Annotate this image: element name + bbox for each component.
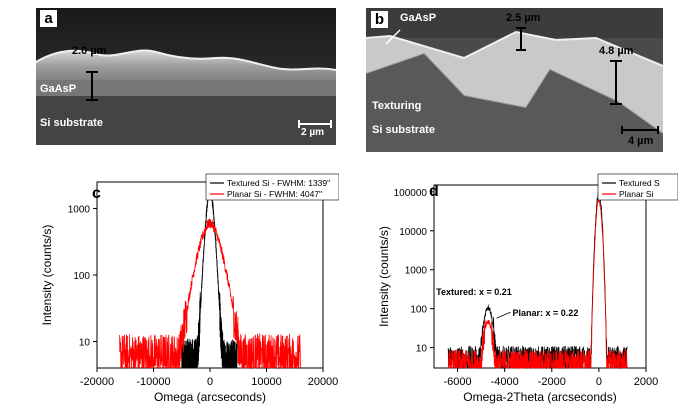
chart-d: -6000 -4000 -2000 0 2000 10 100 1000 10000 100000… — [377, 173, 678, 404]
x-tick-label: -2000 — [538, 376, 566, 388]
y-tick-label: 100000 — [394, 188, 428, 199]
legend-entry: Textured Si - FWHM: 1339" — [227, 178, 330, 188]
x-tick-label: 0 — [596, 376, 602, 388]
sem-image-b-graphic — [366, 8, 663, 152]
x-tick-label: -6000 — [443, 376, 471, 388]
x-tick-label: -20000 — [80, 376, 114, 388]
panel-b-side-thickness-label: 4.8 µm — [599, 45, 634, 57]
y-axis-label: Intensity (counts/s) — [40, 225, 54, 326]
y-axis-label: Intensity (counts/s) — [377, 226, 391, 327]
panel-c-letter: c — [92, 185, 101, 202]
panel-a-substrate-label: Si substrate — [40, 117, 103, 129]
x-tick-label: 20000 — [308, 376, 339, 388]
panel-a-letter: a — [40, 10, 57, 27]
panel-a-thickness-label: 2.0 µm — [72, 45, 107, 57]
annotation-leader — [496, 311, 511, 319]
y-tick-label: 100 — [73, 271, 90, 282]
sem-image-panel-b: b GaAsP 2.5 µm 4.8 µm Texturing Si subst… — [366, 8, 663, 152]
panel-b-letter: b — [371, 11, 388, 28]
legend-entry: Planar Si - FWHM: 4047" — [227, 189, 322, 199]
panel-b-top-thickness-label: 2.5 µm — [506, 12, 541, 24]
panel-b-scale-label: 4 µm — [628, 135, 654, 147]
legend-entry: Planar Si — [619, 189, 654, 199]
y-tick-label: 10000 — [399, 227, 427, 238]
legend-box — [205, 173, 339, 201]
x-tick-label: 2000 — [634, 376, 658, 388]
x-tick-label: -10000 — [136, 376, 170, 388]
panel-d-letter: d — [429, 183, 439, 200]
y-tick-label: 10 — [416, 344, 428, 355]
panel-b-texturing-label: Texturing — [372, 100, 422, 112]
series-line-planar — [119, 218, 301, 370]
panel-a-layer-label: GaAsP — [40, 83, 77, 95]
y-tick-label: 100 — [410, 305, 427, 316]
x-tick-label: 10000 — [251, 376, 282, 388]
sem-image-panel-a: a 2.0 µm GaAsP Si substrate 2 µm — [36, 8, 336, 145]
legend-entry: Textured S — [619, 178, 660, 188]
legend-box — [597, 173, 678, 201]
series-line-textured — [447, 191, 628, 369]
panel-b-layer-label: GaAsP — [400, 12, 437, 24]
x-axis-label: Omega-2Theta (arcseconds) — [463, 390, 616, 404]
plot-frame — [433, 184, 647, 369]
series-line-planar — [447, 197, 628, 370]
y-tick-label: 1000 — [68, 204, 91, 215]
x-tick-label: 0 — [207, 376, 213, 388]
x-axis-label: Omega (arcseconds) — [154, 390, 266, 404]
chart-c: -20000 -10000 0 10000 20000 10 100 1000 Omega (a… — [40, 173, 339, 404]
x-tick-label: -4000 — [491, 376, 519, 388]
panel-b-substrate-label: Si substrate — [372, 124, 435, 136]
series-line-textured — [181, 183, 238, 369]
annotation-textured: Textured: x = 0.21 — [436, 287, 512, 297]
y-tick-label: 10 — [79, 338, 91, 349]
panel-a-scale-label: 2 µm — [301, 127, 324, 138]
sem-image-a-graphic — [36, 8, 336, 145]
y-tick-label: 1000 — [405, 266, 428, 277]
annotation-planar: Planar: x = 0.22 — [513, 308, 579, 318]
